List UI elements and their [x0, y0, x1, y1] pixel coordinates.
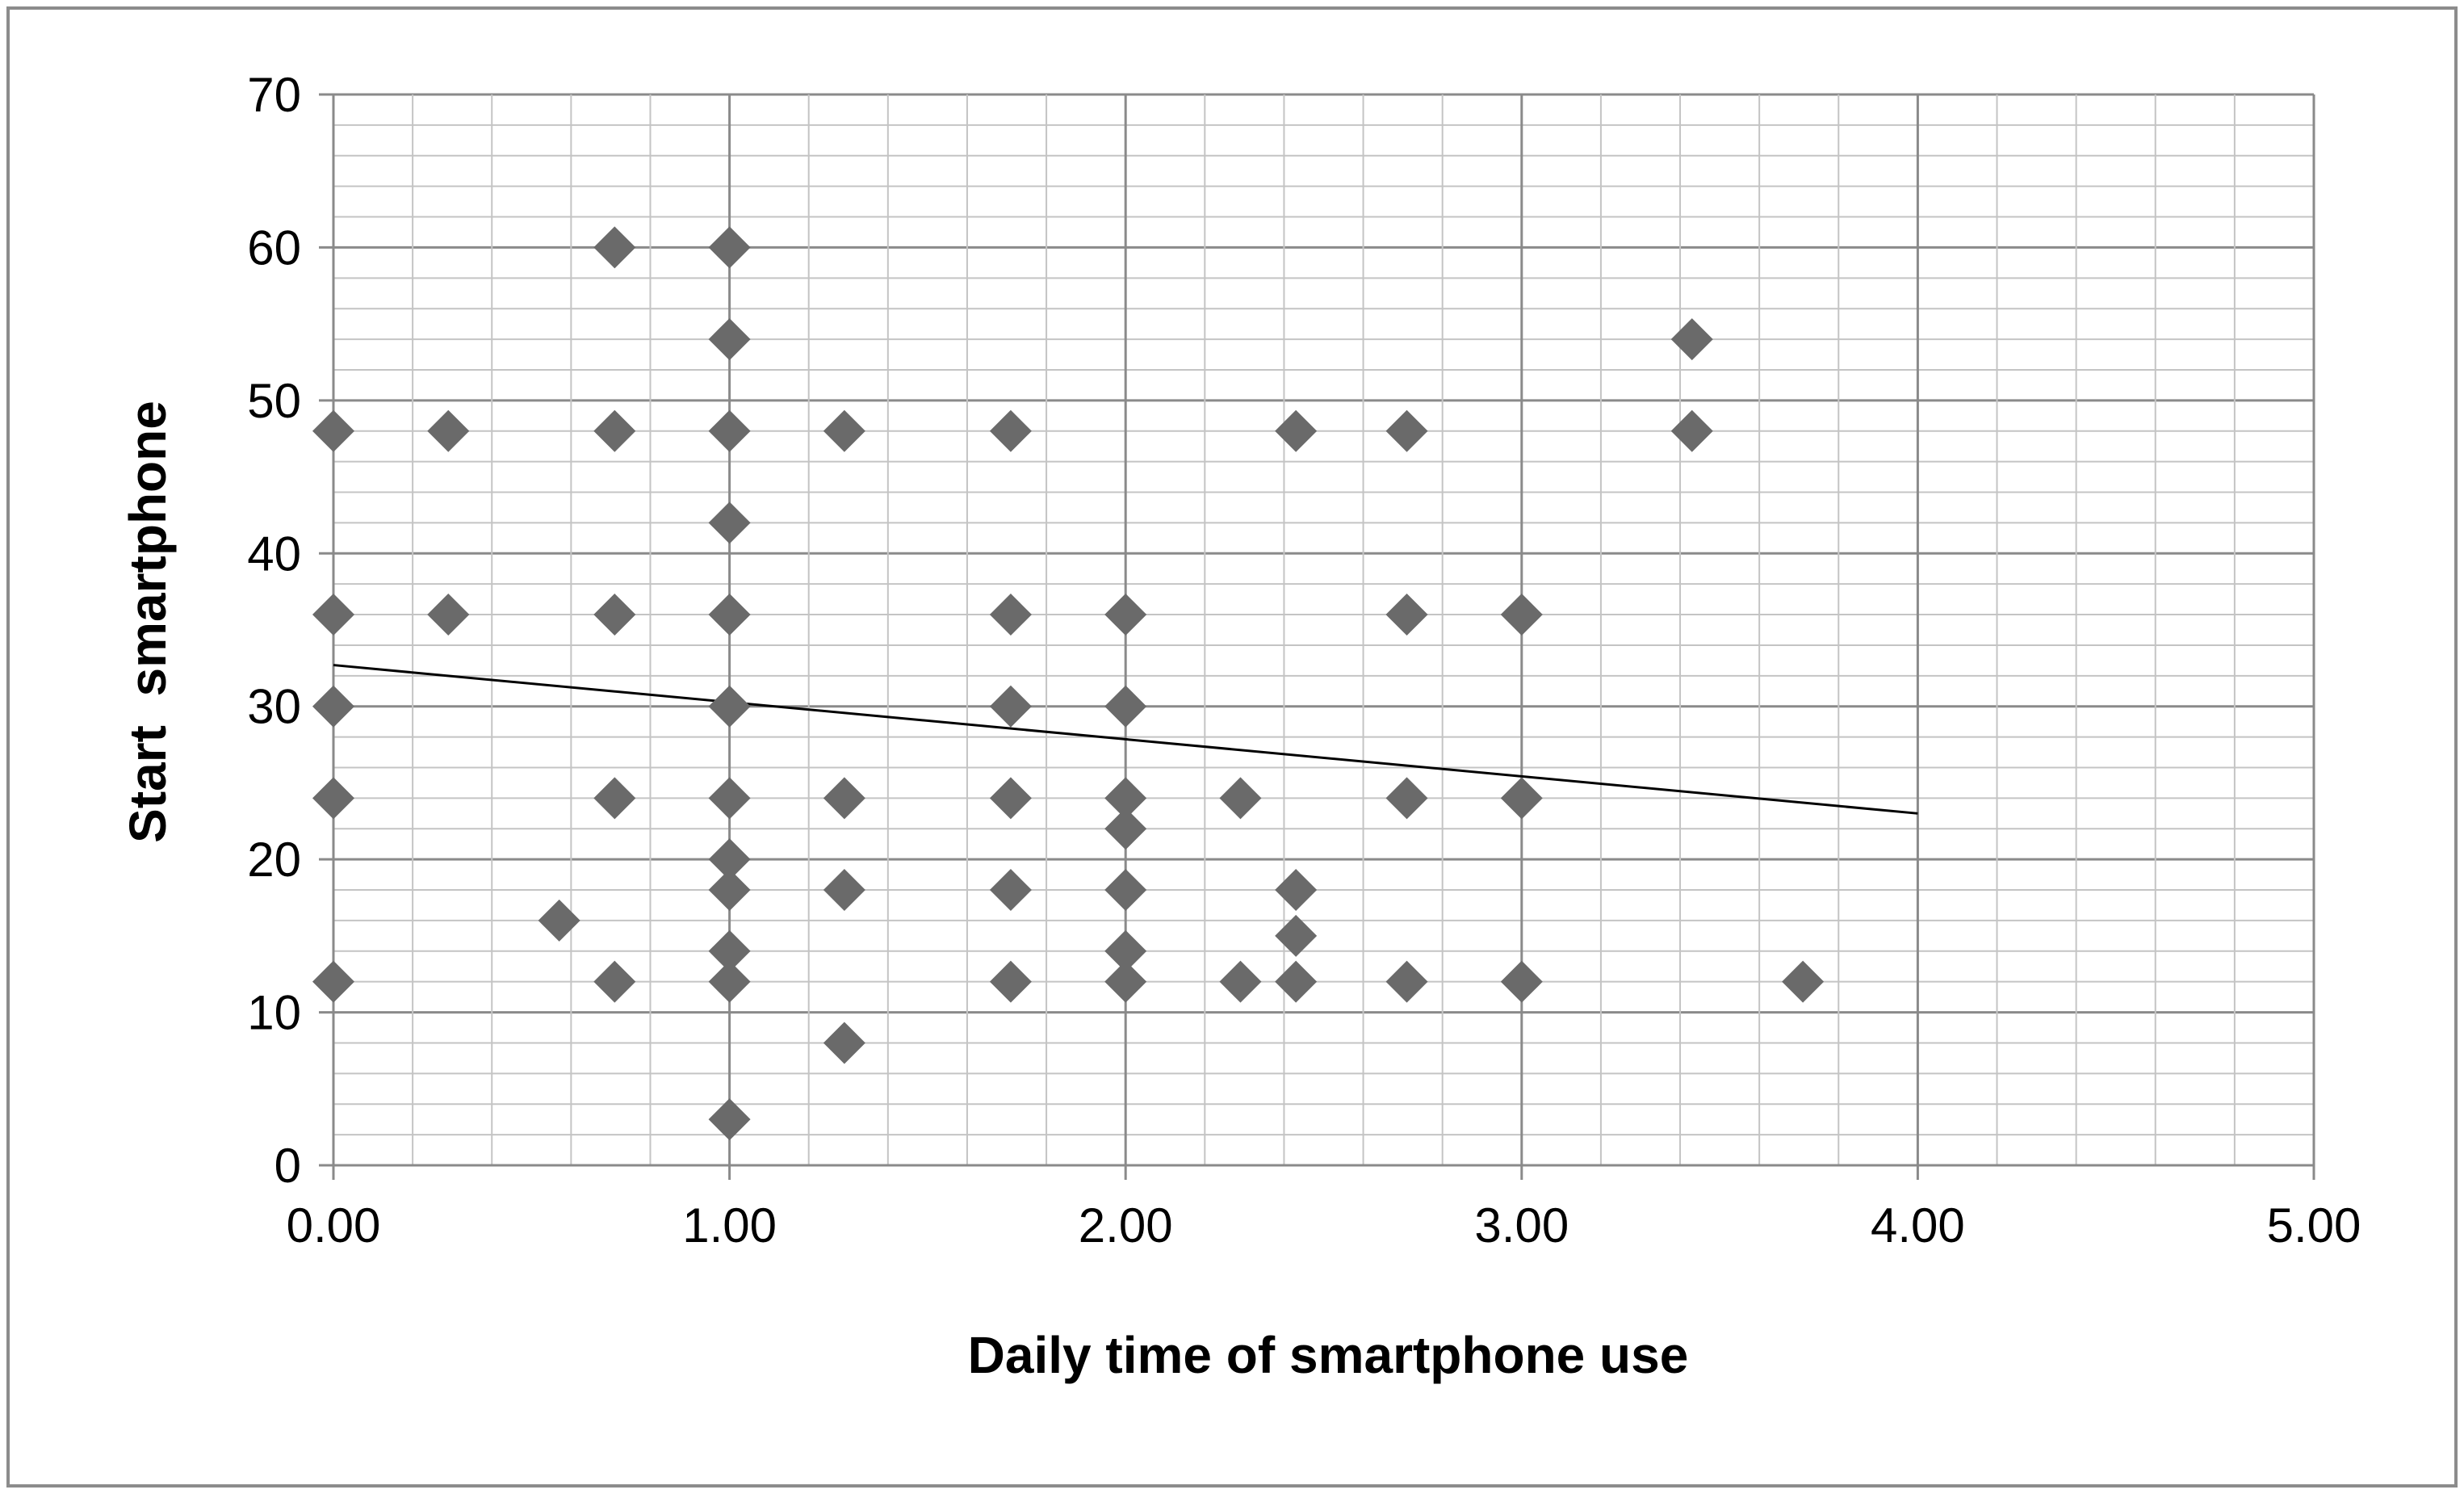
y-tick-label: 30	[247, 680, 301, 734]
data-point	[1385, 594, 1428, 636]
data-point	[708, 838, 751, 881]
data-points	[312, 226, 1825, 1141]
y-tick-label: 70	[247, 68, 301, 122]
data-point	[312, 594, 354, 636]
data-point	[708, 409, 751, 452]
x-tick-labels: 0.00 1.00 2.00 3.00 4.00 5.00	[287, 1198, 2361, 1253]
data-point	[1104, 869, 1147, 912]
data-point	[593, 777, 636, 820]
data-point	[593, 960, 636, 1003]
data-point	[1219, 777, 1262, 820]
x-axis-title: Daily time of smartphone use	[968, 1326, 1689, 1384]
data-point	[708, 1098, 751, 1141]
y-tick-label: 60	[247, 220, 301, 275]
y-tick-label: 0	[274, 1139, 301, 1193]
data-point	[708, 869, 751, 912]
data-point	[1104, 594, 1147, 636]
data-point	[427, 409, 470, 452]
data-point	[708, 501, 751, 544]
data-point	[1500, 960, 1543, 1003]
data-point	[312, 777, 354, 820]
gridlines	[332, 93, 2315, 1167]
data-point	[1782, 960, 1825, 1003]
y-tick-label: 10	[247, 986, 301, 1040]
data-point	[823, 1022, 865, 1064]
y-tick-label: 20	[247, 833, 301, 887]
x-tick-label: 2.00	[1079, 1198, 1173, 1253]
data-point	[989, 594, 1032, 636]
data-point	[989, 869, 1032, 912]
data-point	[708, 777, 751, 820]
data-point	[1670, 409, 1713, 452]
trendline-group	[333, 664, 1918, 815]
data-point	[1670, 318, 1713, 361]
data-point	[1500, 594, 1543, 636]
data-point	[708, 318, 751, 361]
data-point	[1385, 960, 1428, 1003]
y-tick-label: 50	[247, 374, 301, 428]
y-axis-title: Start smartphone	[119, 401, 177, 843]
data-point	[427, 594, 470, 636]
data-point	[708, 226, 751, 269]
x-tick-label: 0.00	[287, 1198, 381, 1253]
data-point	[708, 685, 751, 728]
data-point	[1385, 777, 1428, 820]
trendline	[333, 664, 1918, 815]
data-point	[1104, 777, 1147, 820]
data-point	[1104, 808, 1147, 850]
data-point	[708, 960, 751, 1003]
data-point	[593, 594, 636, 636]
data-point	[1275, 914, 1318, 957]
data-point	[538, 899, 580, 942]
data-point	[1104, 685, 1147, 728]
data-point	[1500, 777, 1543, 820]
data-point	[823, 777, 865, 820]
data-point	[1104, 929, 1147, 972]
data-point	[312, 685, 354, 728]
x-tick-label: 4.00	[1871, 1198, 1965, 1253]
data-point	[989, 777, 1032, 820]
data-point	[989, 685, 1032, 728]
data-point	[312, 960, 354, 1003]
chart-border	[6, 6, 2458, 1488]
data-point	[1385, 409, 1428, 452]
data-point	[1275, 409, 1318, 452]
data-point	[1275, 960, 1318, 1003]
y-tick-labels: 0 10 20 30 40 50 60 70	[247, 68, 301, 1193]
x-tick-label: 1.00	[682, 1198, 777, 1253]
data-point	[1219, 960, 1262, 1003]
x-tick-label: 5.00	[2267, 1198, 2361, 1253]
data-point	[708, 594, 751, 636]
data-point	[989, 960, 1032, 1003]
data-point	[1104, 960, 1147, 1003]
data-point	[823, 409, 865, 452]
data-point	[708, 929, 751, 972]
data-point	[1275, 869, 1318, 912]
data-point	[823, 869, 865, 912]
x-tick-label: 3.00	[1474, 1198, 1569, 1253]
data-point	[312, 409, 354, 452]
data-point	[593, 409, 636, 452]
data-point	[989, 409, 1032, 452]
data-point	[593, 226, 636, 269]
y-tick-label: 40	[247, 527, 301, 581]
